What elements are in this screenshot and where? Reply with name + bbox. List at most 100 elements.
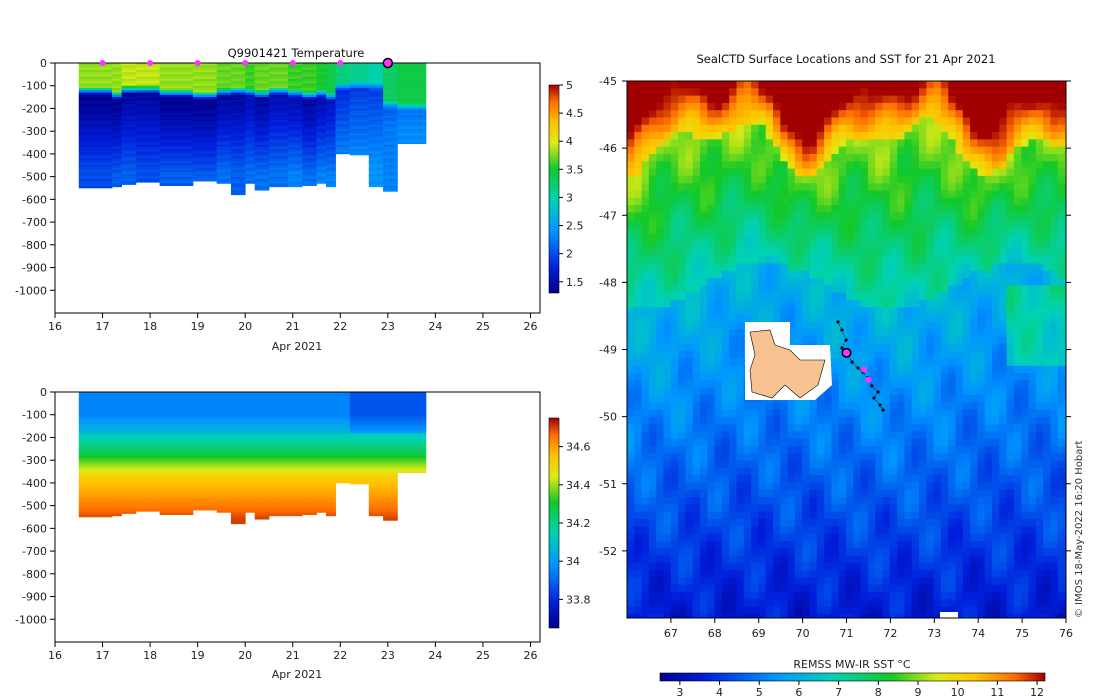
- sst-cell: [970, 329, 978, 337]
- salinity-cell: [368, 507, 384, 511]
- salinity-cell: [245, 437, 256, 441]
- temperature-cell: [245, 147, 256, 150]
- salinity-cell: [135, 507, 161, 511]
- salinity-cell: [216, 494, 232, 497]
- temperature-cell: [383, 167, 398, 171]
- salinity-cell: [326, 489, 336, 493]
- salinity-cell: [192, 419, 218, 422]
- sst-cell: [765, 205, 774, 213]
- temperature-cell: [287, 117, 303, 121]
- temperature-cell: [326, 122, 336, 125]
- sst-cell: [700, 219, 708, 228]
- temperature-cell: [302, 101, 317, 105]
- sst-cell: [1050, 234, 1059, 242]
- salinity-cell: [268, 476, 289, 479]
- sst-cell: [984, 175, 993, 184]
- salinity-cell: [383, 494, 398, 497]
- sst-cell: [999, 343, 1007, 352]
- salinity-x-ticks: 16 17 18 19 20 21 22 23 24 25 26: [48, 642, 537, 662]
- salinity-cell: [316, 446, 327, 450]
- temperature-cell: [302, 94, 317, 98]
- salinity-cell: [192, 455, 218, 459]
- temperature-cell: [254, 65, 270, 68]
- sst-cell: [641, 248, 650, 257]
- temperature-cell: [326, 119, 336, 123]
- x-tick-label: 25: [476, 320, 490, 333]
- sst-cell: [692, 219, 701, 228]
- sst-cell: [743, 263, 752, 272]
- sst-cell: [787, 278, 796, 286]
- salinity-cell: [254, 439, 270, 443]
- salinity-cell: [230, 412, 246, 416]
- sst-cell: [641, 278, 650, 286]
- sst-cell: [904, 387, 913, 396]
- salinity-cell: [254, 451, 270, 454]
- sst-cell: [860, 380, 869, 388]
- sst-cell: [802, 329, 810, 337]
- sst-cell: [977, 212, 986, 221]
- sst-cell: [999, 124, 1007, 133]
- temperature-cell: [245, 165, 256, 168]
- sst-cell: [685, 161, 694, 169]
- temperature-cell: [112, 174, 122, 177]
- sst-cell: [853, 270, 861, 279]
- salinity-cell: [268, 494, 289, 497]
- temperature-cell: [368, 165, 384, 168]
- sst-cell: [875, 394, 883, 403]
- salinity-cell: [368, 462, 384, 466]
- sst-cell: [926, 146, 934, 155]
- salinity-cell: [335, 414, 351, 418]
- temperature-cell: [397, 94, 427, 98]
- temperature-cell: [335, 85, 351, 89]
- temperature-cell: [268, 147, 289, 150]
- sst-cell: [648, 241, 657, 250]
- sst-cell: [875, 336, 883, 345]
- sst-cell: [802, 336, 810, 345]
- temperature-cell: [268, 90, 289, 93]
- sst-cell: [853, 380, 861, 388]
- sst-cell: [641, 197, 650, 206]
- temperature-cell: [316, 142, 327, 146]
- sst-cell: [846, 197, 854, 206]
- sst-cell: [919, 387, 927, 396]
- sst-cell: [729, 183, 737, 191]
- sst-cell: [700, 292, 708, 301]
- sst-cell: [663, 102, 672, 111]
- temperature-cell: [78, 69, 113, 73]
- sst-cell: [1028, 402, 1037, 410]
- temperature-cell: [268, 138, 289, 141]
- salinity-cell: [349, 482, 370, 485]
- salinity-cell: [216, 437, 232, 441]
- sst-cell: [714, 124, 723, 133]
- sst-cell: [962, 132, 971, 140]
- sst-cell: [1057, 95, 1066, 104]
- sst-cell: [627, 307, 635, 315]
- sst-cell: [838, 278, 847, 286]
- temperature-cell: [287, 65, 303, 68]
- sst-cell: [707, 248, 715, 257]
- sst-cell: [875, 263, 883, 272]
- sst-cell: [955, 219, 964, 228]
- sst-cell: [838, 139, 847, 148]
- temperature-cell: [368, 83, 384, 87]
- sst-cell: [831, 358, 840, 367]
- sst-cell: [933, 102, 942, 111]
- salinity-cell: [245, 446, 256, 450]
- sst-cell: [846, 175, 854, 184]
- temperature-cell: [316, 165, 327, 168]
- sst-cell: [933, 81, 942, 89]
- sst-cell: [721, 175, 730, 184]
- sst-cell: [926, 102, 934, 111]
- sst-cell: [648, 212, 657, 221]
- salinity-cell: [192, 444, 218, 447]
- temperature-cell: [326, 67, 336, 71]
- salinity-cell: [349, 451, 370, 454]
- sst-cell: [648, 234, 657, 242]
- sst-cell: [919, 205, 927, 213]
- salinity-cell: [287, 464, 303, 468]
- sst-cell: [1050, 278, 1059, 286]
- sst-cell: [1013, 102, 1022, 111]
- temperature-cell: [245, 81, 256, 84]
- sst-cell: [787, 183, 796, 191]
- sst-cell: [977, 270, 986, 279]
